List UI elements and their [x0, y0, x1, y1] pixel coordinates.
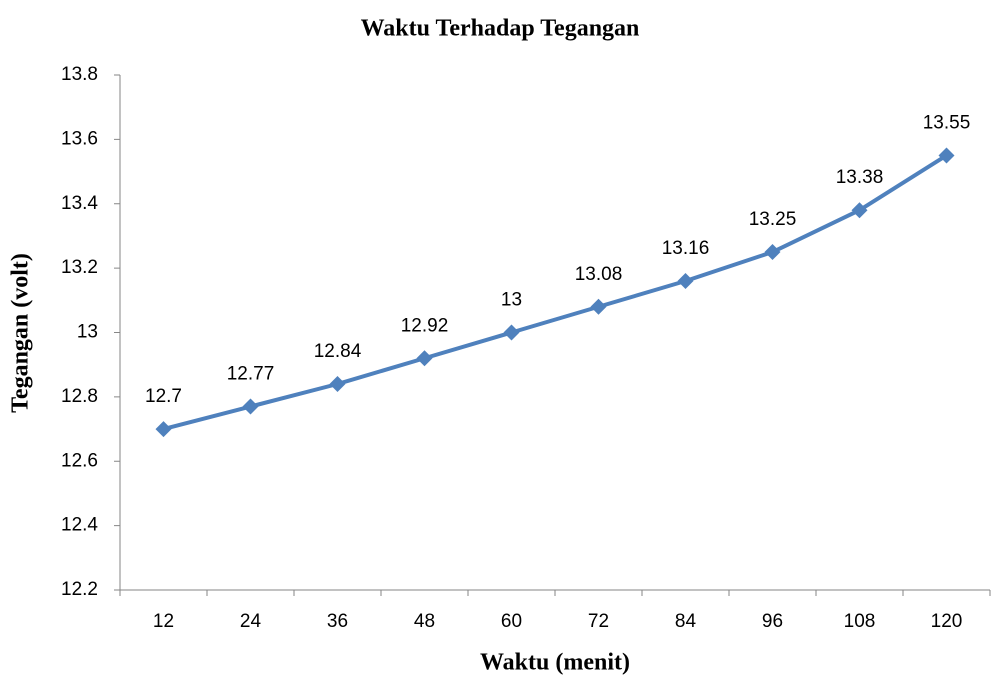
data-label: 12.77 — [227, 364, 275, 385]
x-tick-label: 84 — [675, 611, 697, 632]
x-tick-label: 48 — [414, 611, 435, 632]
y-tick-label: 13.2 — [61, 257, 98, 278]
y-tick-label: 13.4 — [61, 193, 98, 214]
marker — [677, 273, 694, 289]
x-tick-label: 72 — [588, 611, 609, 632]
data-label: 13.16 — [662, 238, 710, 259]
y-tick-label: 13.8 — [61, 64, 98, 85]
y-tick-label: 12.8 — [61, 386, 98, 407]
marker — [416, 350, 433, 367]
marker — [851, 202, 868, 219]
y-tick-label: 13 — [77, 322, 98, 343]
marker — [242, 398, 259, 415]
x-tick-label: 108 — [844, 611, 876, 632]
data-label: 13.38 — [836, 167, 884, 188]
marker — [503, 324, 520, 341]
y-tick-label: 12.2 — [61, 579, 98, 600]
data-label: 13.25 — [749, 209, 797, 230]
marker — [329, 376, 346, 392]
x-tick-label: 120 — [931, 611, 963, 632]
data-label: 13.08 — [575, 264, 623, 285]
x-tick-label: 24 — [240, 611, 262, 632]
data-label: 13 — [501, 290, 522, 311]
marker — [938, 147, 955, 164]
y-axis-label: Tegangan (volt) — [8, 253, 34, 413]
marker — [764, 244, 781, 261]
data-label: 12.84 — [314, 341, 362, 362]
x-tick-label: 36 — [327, 611, 348, 632]
marker — [155, 421, 172, 438]
y-tick-label: 13.6 — [61, 128, 98, 149]
y-tick-label: 12.4 — [61, 515, 98, 536]
x-tick-label: 60 — [501, 611, 522, 632]
line — [162, 153, 948, 431]
data-label: 12.7 — [145, 386, 182, 407]
data-label: 12.92 — [401, 315, 449, 336]
chart-title: Waktu Terhadap Tegangan — [361, 16, 640, 42]
y-tick-label: 12.6 — [61, 450, 98, 471]
x-axis-label: Waktu (menit) — [480, 650, 630, 676]
marker — [590, 298, 607, 315]
x-tick-label: 96 — [762, 611, 783, 632]
x-tick-label: 12 — [153, 611, 174, 632]
data-label: 13.55 — [923, 112, 971, 133]
